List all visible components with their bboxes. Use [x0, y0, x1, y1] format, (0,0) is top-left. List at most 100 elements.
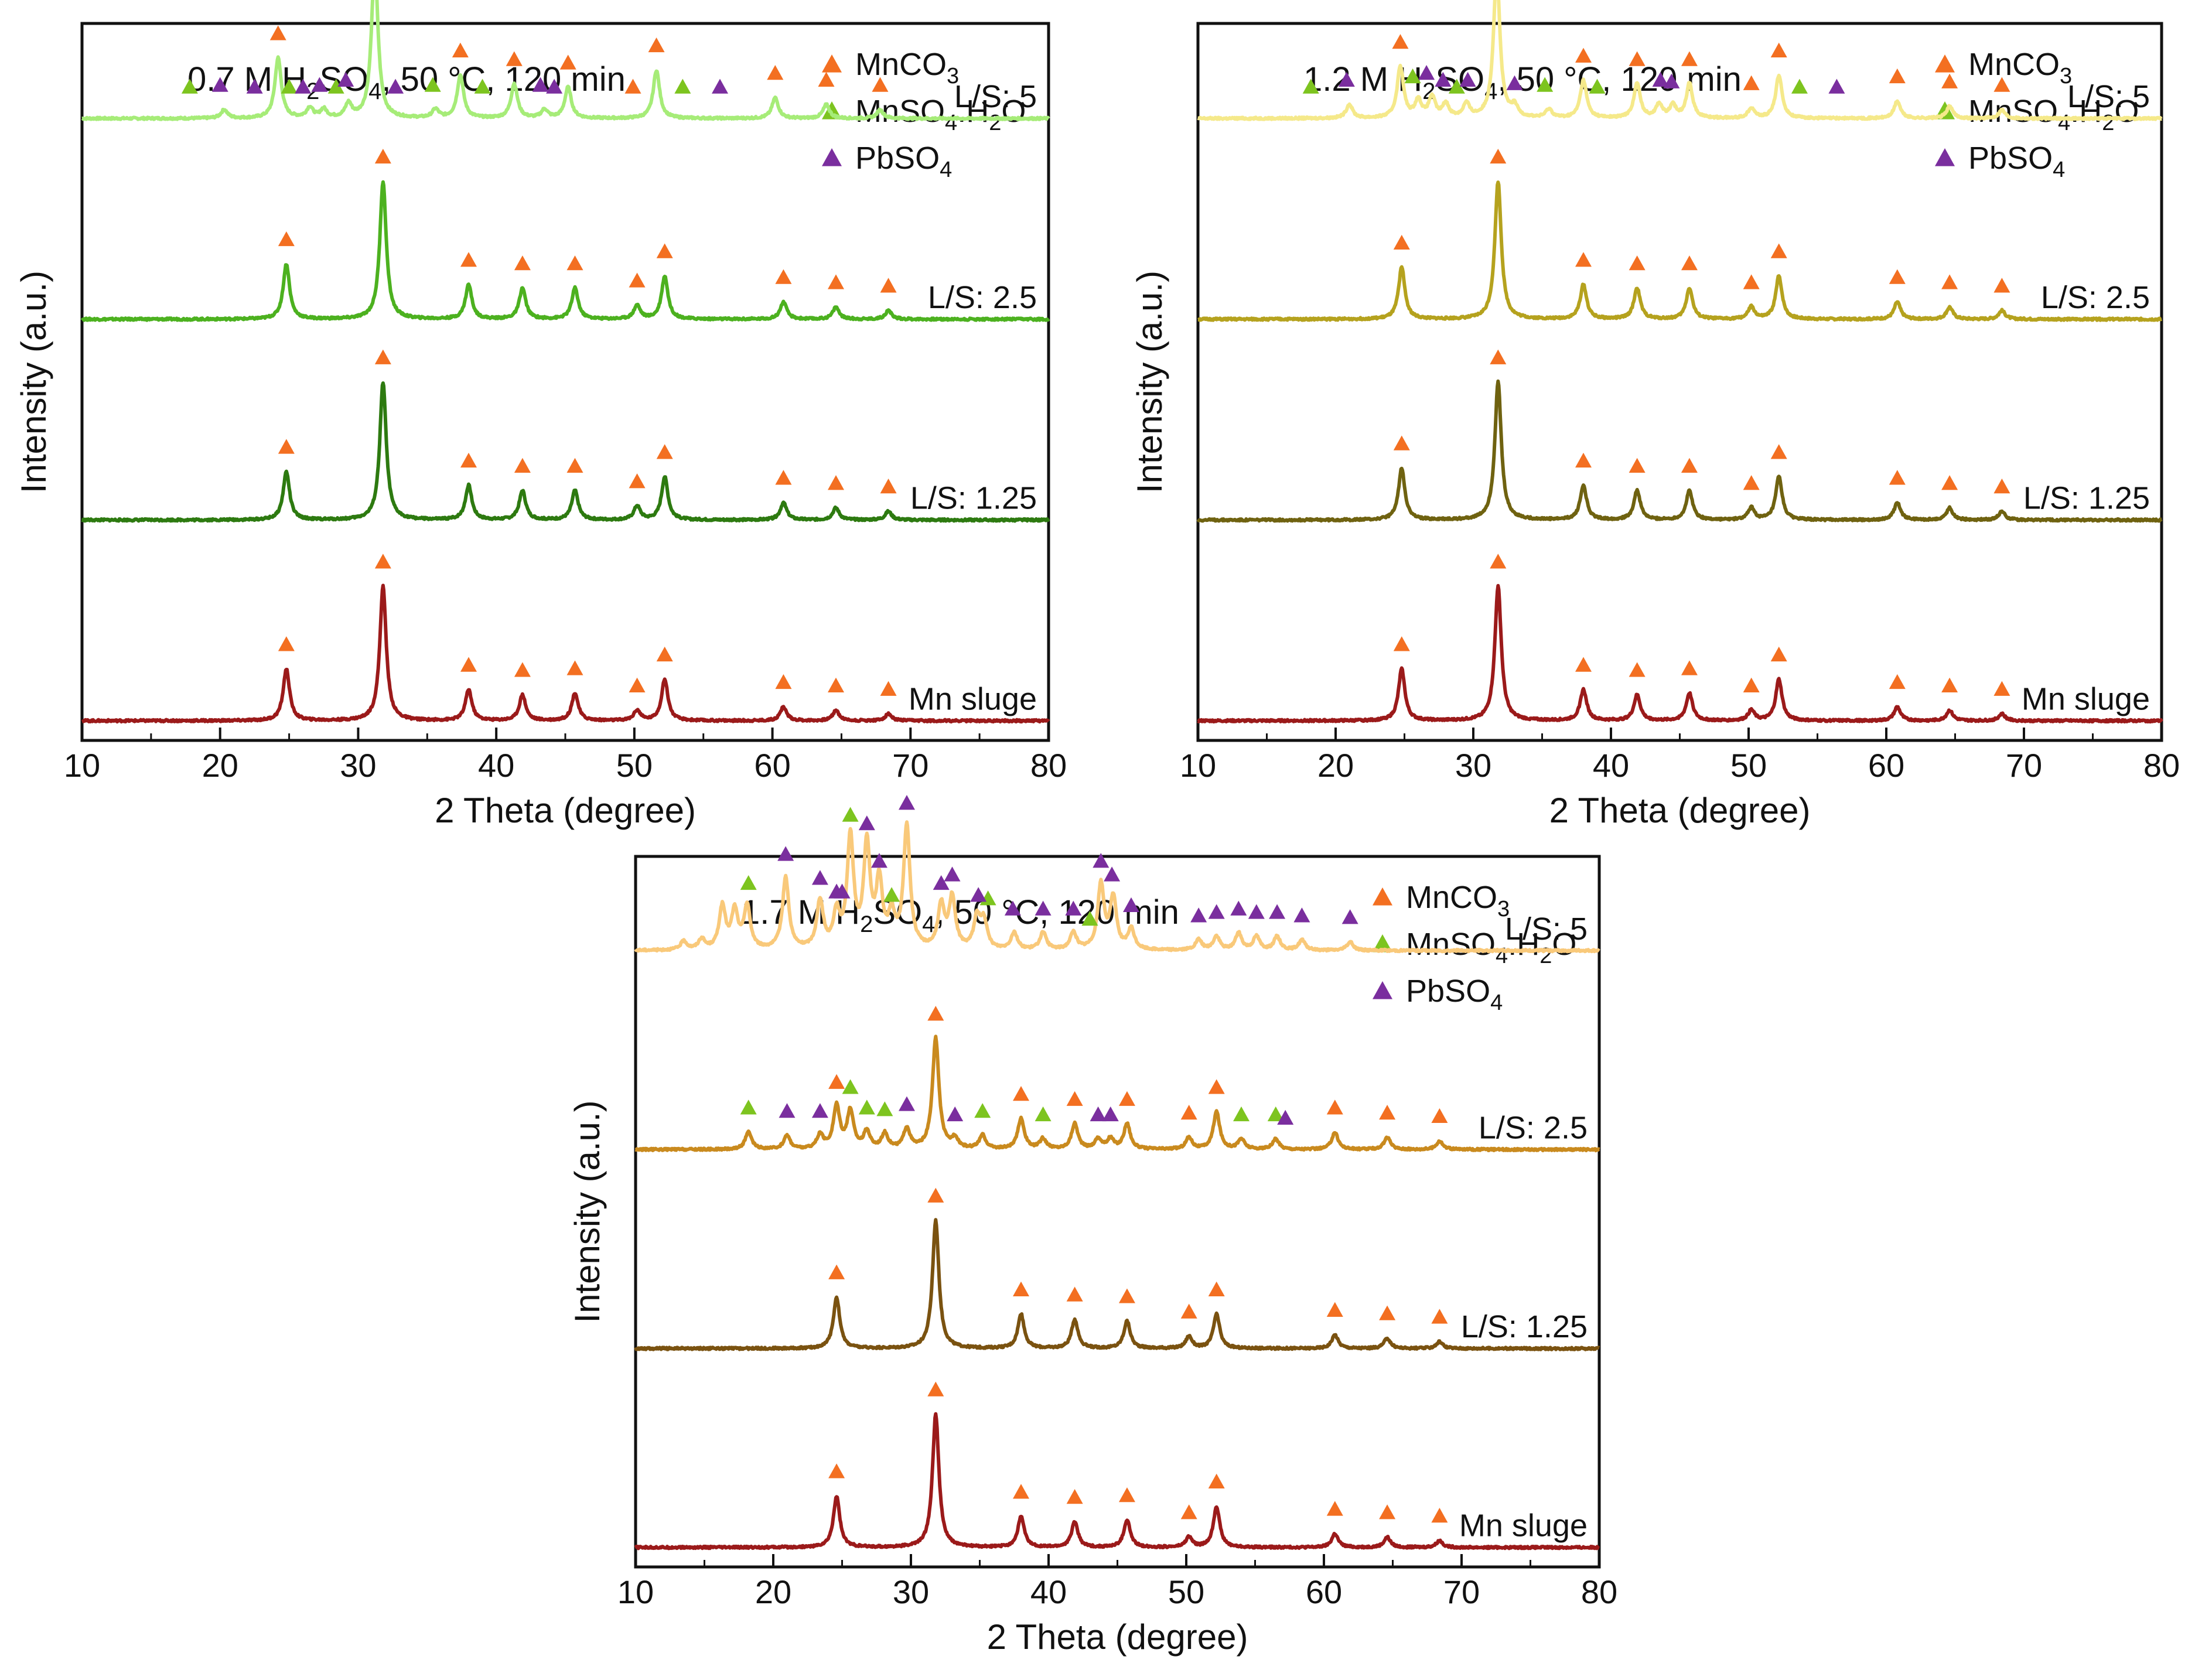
phase-marker-mnso4 [876, 1101, 893, 1116]
phase-marker-mnco3 [1629, 255, 1646, 271]
series-label: L/S: 2.5 [2041, 280, 2150, 315]
phase-marker-mnco3 [1681, 51, 1698, 66]
phase-marker-mnso4 [1302, 78, 1319, 94]
series-1: L/S: 5 [81, 0, 1050, 121]
phase-marker-mnco3 [1180, 1303, 1197, 1319]
phase-marker-mnco3 [648, 37, 665, 53]
phase-marker-pbso4 [1230, 900, 1247, 916]
phase-marker-pbso4 [1459, 71, 1476, 87]
phase-marker-mnco3 [374, 148, 391, 164]
x-tick-label: 70 [1443, 1573, 1480, 1610]
phase-marker-mnco3 [828, 274, 844, 289]
phase-marker-mnco3 [872, 77, 889, 92]
phase-marker-mnco3 [1629, 457, 1646, 473]
x-tick-label: 50 [616, 747, 653, 784]
series-line [634, 1218, 1600, 1351]
phase-marker-mnco3 [1941, 475, 1958, 490]
series-2: L/S: 2.5 [80, 148, 1050, 322]
phase-marker-mnco3 [452, 42, 469, 57]
phase-marker-mnco3 [927, 1187, 944, 1203]
legend-pbso4-label: PbSO4 [1406, 974, 1503, 1015]
series-line [1196, 379, 2163, 523]
phase-marker-mnco3 [1393, 234, 1410, 250]
phase-marker-mnco3 [1993, 478, 2010, 494]
phase-marker-mnco3 [1208, 1473, 1225, 1489]
series-line [80, 180, 1050, 322]
series-1: L/S: 5 [634, 795, 1600, 954]
phase-marker-mnco3 [1941, 274, 1958, 289]
phase-marker-pbso4 [779, 1103, 796, 1118]
legend-pbso4-marker [1935, 148, 1955, 166]
chart-title: 0.7 M H2SO4, 50 °C, 120 min [187, 60, 626, 104]
phase-marker-mnco3 [1743, 677, 1760, 692]
phase-marker-mnso4 [1448, 78, 1465, 94]
phase-marker-pbso4 [712, 78, 728, 94]
phase-marker-mnco3 [374, 554, 391, 569]
x-tick-label: 40 [1593, 747, 1629, 784]
phase-marker-mnco3 [1743, 475, 1760, 490]
phase-marker-mnco3 [1889, 674, 1906, 689]
chart-panel-1: 10 20 30 40 50 60 70 80 2 Theta (degree) Intensit… [14, 0, 1067, 830]
legend-pbso4-marker [1373, 981, 1392, 999]
phase-marker-mnso4 [842, 807, 859, 822]
phase-marker-mnso4 [1589, 78, 1606, 94]
phase-marker-pbso4 [532, 77, 549, 92]
plot-frame [1196, 22, 2163, 742]
phase-marker-mnco3 [775, 470, 792, 485]
series-label: L/S: 1.25 [910, 481, 1037, 516]
phase-marker-pbso4 [1293, 907, 1310, 923]
phase-marker-mnso4 [883, 887, 900, 902]
x-tick-label: 80 [2143, 747, 2180, 784]
phase-marker-pbso4 [1338, 71, 1355, 87]
x-tick-label: 40 [1030, 1573, 1067, 1610]
phase-marker-mnco3 [374, 349, 391, 364]
phase-marker-mnco3 [656, 444, 673, 459]
phase-marker-mnco3 [880, 478, 897, 494]
phase-marker-mnco3 [1431, 1309, 1448, 1324]
y-axis-label: Intensity (a.u.) [568, 1100, 607, 1323]
phase-marker-mnco3 [927, 1381, 944, 1396]
phase-marker-mnco3 [1889, 269, 1906, 284]
phase-marker-mnco3 [1431, 1508, 1448, 1523]
x-tick-label: 60 [1868, 747, 1904, 784]
phase-marker-pbso4 [1208, 904, 1225, 919]
x-tick-label: 10 [617, 1573, 654, 1610]
series-line [634, 1034, 1600, 1153]
phase-marker-pbso4 [1065, 900, 1082, 916]
x-tick-label: 40 [478, 747, 514, 784]
phase-marker-mnco3 [460, 452, 477, 468]
phase-marker-mnco3 [1681, 457, 1698, 473]
phase-marker-pbso4 [1093, 853, 1110, 868]
phase-marker-mnco3 [775, 269, 792, 284]
series-line [81, 381, 1050, 523]
phase-marker-mnco3 [1575, 452, 1592, 468]
phase-marker-mnco3 [828, 1074, 845, 1089]
phase-marker-pbso4 [1248, 904, 1265, 919]
phase-marker-mnco3 [1575, 252, 1592, 267]
legend-mnco3-label: MnCO3 [855, 47, 959, 88]
x-axis-label: 2 Theta (degree) [987, 1617, 1248, 1657]
phase-marker-pbso4 [1277, 1109, 1294, 1125]
phase-marker-pbso4 [811, 870, 828, 885]
phase-marker-mnco3 [767, 64, 784, 80]
legend-mnco3-label: MnCO3 [1968, 47, 2072, 88]
phase-marker-mnco3 [1393, 636, 1410, 651]
x-tick-label: 50 [1730, 747, 1767, 784]
phase-marker-mnco3 [1889, 68, 1906, 84]
phase-marker-mnco3 [656, 243, 673, 258]
phase-marker-mnso4 [1233, 1106, 1250, 1122]
phase-marker-mnco3 [1743, 274, 1760, 289]
series-3: L/S: 1.25 [634, 1187, 1600, 1351]
phase-marker-pbso4 [1090, 1106, 1107, 1122]
series-2: L/S: 2.5 [634, 1006, 1600, 1153]
x-tick-label: 30 [893, 1573, 929, 1610]
x-tick-label: 20 [1317, 747, 1354, 784]
phase-marker-pbso4 [311, 77, 328, 92]
x-tick-label: 30 [340, 747, 376, 784]
phase-marker-mnso4 [674, 78, 691, 94]
phase-marker-mnco3 [775, 674, 792, 689]
phase-marker-pbso4 [1435, 71, 1452, 87]
x-tick-label: 60 [754, 747, 790, 784]
phase-marker-mnco3 [1575, 47, 1592, 63]
